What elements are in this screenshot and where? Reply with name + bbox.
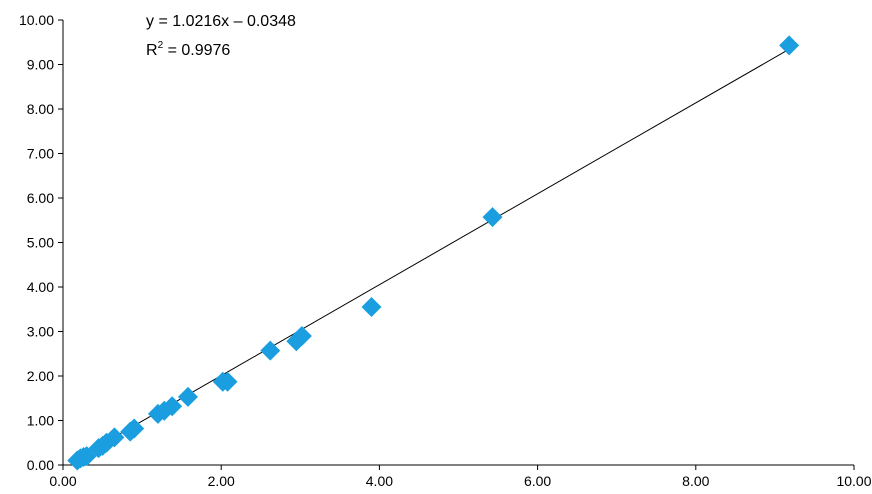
- y-tick-label: 1.00: [27, 413, 54, 429]
- r-squared-value: = 0.9976: [163, 42, 230, 59]
- x-tick-label: 0.00: [49, 473, 76, 489]
- data-point: [779, 35, 800, 56]
- data-point: [124, 418, 145, 439]
- data-point: [177, 386, 198, 407]
- y-tick-label: 3.00: [27, 324, 54, 340]
- axis-ticks: 0.00 1.00 2.00 3.00 4.00 5.00 6.00 7.00 8.00 9.00…: [19, 12, 872, 489]
- trendline-equation: y = 1.0216x – 0.0348: [146, 13, 296, 30]
- x-tick-label: 2.00: [208, 473, 235, 489]
- y-tick-label: 4.00: [27, 279, 54, 295]
- data-point: [361, 297, 382, 318]
- x-tick-label: 10.00: [836, 473, 871, 489]
- trendline-annotations: y = 1.0216x – 0.0348 R2 = 0.9976: [146, 13, 296, 59]
- data-point: [217, 371, 238, 392]
- trendline: [76, 48, 790, 459]
- y-tick-label: 10.00: [19, 12, 54, 28]
- data-points: [67, 35, 800, 471]
- r-squared-exponent: 2: [158, 40, 164, 51]
- data-point: [260, 340, 281, 361]
- y-tick-label: 7.00: [27, 146, 54, 162]
- data-point: [482, 207, 503, 228]
- y-tick-label: 8.00: [27, 101, 54, 117]
- y-tick-label: 6.00: [27, 190, 54, 206]
- r-squared-label: R2 = 0.9976: [146, 40, 230, 59]
- y-tick-label: 9.00: [27, 57, 54, 73]
- trendline-group: [76, 48, 790, 459]
- y-tick-label: 2.00: [27, 368, 54, 384]
- data-point: [162, 396, 183, 417]
- x-tick-label: 6.00: [524, 473, 551, 489]
- r-squared-prefix: R: [146, 42, 158, 59]
- data-point: [104, 427, 125, 448]
- data-point: [291, 325, 312, 346]
- y-tick-label: 0.00: [27, 457, 54, 473]
- x-tick-label: 8.00: [682, 473, 709, 489]
- y-tick-label: 5.00: [27, 235, 54, 251]
- x-tick-label: 4.00: [366, 473, 393, 489]
